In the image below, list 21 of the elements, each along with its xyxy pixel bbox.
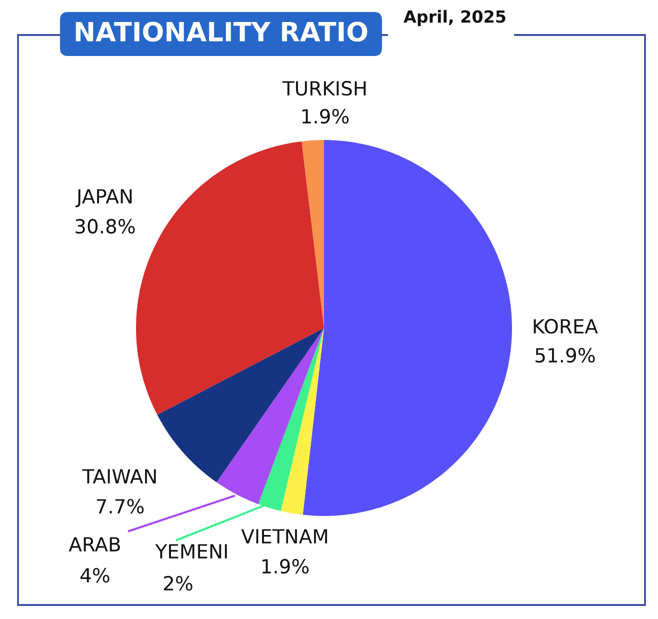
data-label: 30.8% [76, 218, 135, 234]
pie-slice [136, 141, 324, 415]
pie-slice [302, 140, 512, 516]
slice-label: TAIWAN [82, 469, 156, 484]
slice-label: TURKISH [282, 80, 366, 96]
pie-slice [280, 328, 324, 515]
chart-subtitle: April, 2025 [404, 10, 506, 26]
data-label: 51.9% [536, 348, 595, 363]
slice-label: KOREA [534, 318, 598, 334]
data-label: 1.9% [262, 558, 309, 574]
slice-label: JAPAN [75, 189, 132, 208]
slice-label: YEMENI [155, 544, 227, 558]
data-label: 7.7% [96, 498, 144, 514]
pie-slice [157, 328, 324, 482]
chart-title: NATIONALITY RATIO [76, 22, 368, 42]
slice-label: ARAB [68, 537, 120, 552]
data-label: 1.9% [302, 108, 349, 124]
pie-slice [302, 140, 324, 328]
data-label: 2% [164, 576, 192, 591]
data-label: 4% [80, 568, 110, 583]
slice-label: VIETNAM [241, 529, 328, 544]
